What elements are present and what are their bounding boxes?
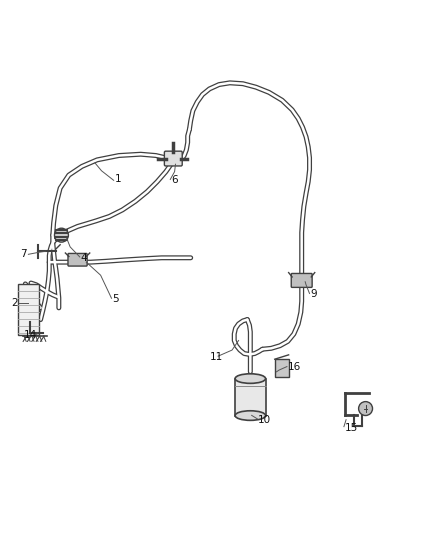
FancyBboxPatch shape (164, 151, 182, 166)
Circle shape (359, 401, 373, 416)
Bar (275, 359, 289, 377)
Circle shape (54, 228, 68, 242)
FancyBboxPatch shape (68, 254, 87, 266)
Ellipse shape (235, 374, 265, 383)
Text: 9: 9 (311, 289, 317, 299)
Text: 14: 14 (24, 330, 37, 340)
Text: 5: 5 (113, 294, 119, 304)
Text: 11: 11 (209, 352, 223, 362)
Text: 7: 7 (20, 249, 26, 260)
FancyBboxPatch shape (291, 273, 312, 287)
Bar (18, 284, 39, 335)
Text: 16: 16 (288, 361, 301, 372)
Text: 6: 6 (171, 175, 178, 185)
Text: 15: 15 (344, 423, 357, 433)
Ellipse shape (235, 411, 265, 421)
Text: 1: 1 (115, 174, 121, 184)
Text: 4: 4 (81, 253, 87, 263)
Text: 10: 10 (258, 415, 271, 425)
Text: 2: 2 (11, 298, 18, 309)
Bar (235, 378, 265, 416)
